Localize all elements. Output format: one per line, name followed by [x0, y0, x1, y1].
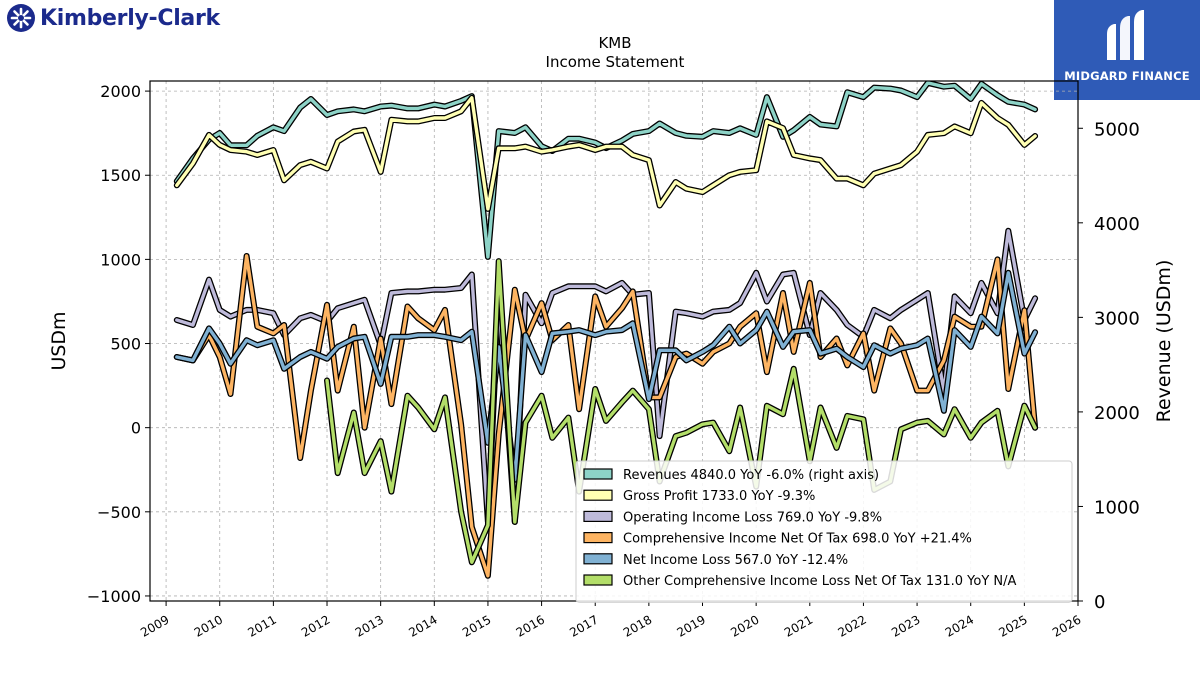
- series-revenues: [173, 81, 1039, 260]
- midgard-finance-emblem-icon: [1107, 10, 1144, 60]
- x-tick-label: 2010: [192, 612, 225, 639]
- x-tick-label: 2021: [782, 612, 815, 639]
- y2-tick-label: 0: [1094, 592, 1105, 613]
- legend-swatch: [583, 468, 613, 480]
- series-outline: [173, 94, 1039, 212]
- x-tick-label: 2011: [245, 612, 278, 639]
- x-tick-label: 2020: [728, 612, 761, 639]
- x-tick-label: 2009: [138, 612, 171, 639]
- legend-label: Gross Profit 1733.0 YoY -9.3%: [623, 489, 815, 504]
- x-tick-label: 2026: [1050, 612, 1083, 639]
- y2-tick-label: 1000: [1094, 497, 1140, 518]
- legend-label: Comprehensive Income Net Of Tax 698.0 Yo…: [623, 532, 972, 547]
- y-tick-label: 2000: [100, 82, 141, 101]
- legend-swatch: [583, 489, 613, 501]
- x-tick-label: 2022: [835, 612, 868, 639]
- y-tick-label: 1000: [100, 250, 141, 269]
- legend: Revenues 4840.0 YoY -6.0% (right axis) Gr…: [575, 460, 1073, 603]
- x-tick-label: 2024: [943, 612, 976, 639]
- legend-swatch: [583, 510, 613, 522]
- legend-label: Operating Income Loss 769.0 YoY -9.8%: [623, 510, 882, 525]
- series-line: [175, 271, 1037, 482]
- x-tick-label: 2015: [460, 612, 493, 639]
- y2-axis-label: Revenue (USDm): [1153, 260, 1175, 423]
- y2-tick-label: 3000: [1094, 308, 1140, 329]
- series-comprehensive-income-net-of-tax: [173, 253, 1039, 579]
- kimberly-clark-logo: Kimberly-Clark: [6, 3, 220, 33]
- series-other-comprehensive-income-loss-net-of-tax: [324, 258, 1039, 566]
- legend-swatch: [583, 574, 613, 586]
- y-axis-label: USDm: [48, 311, 70, 370]
- y2-tick-label: 2000: [1094, 403, 1140, 424]
- legend-label: Revenues 4840.0 YoY -6.0% (right axis): [623, 468, 879, 483]
- y2-tick-label: 4000: [1094, 214, 1140, 235]
- x-tick-label: 2016: [514, 612, 547, 639]
- x-tick-label: 2014: [406, 612, 439, 639]
- series-net-income-loss: [173, 269, 1039, 483]
- y-tick-label: 500: [110, 335, 141, 354]
- x-tick-label: 2017: [567, 612, 600, 639]
- x-tick-label: 2018: [621, 612, 654, 639]
- series-line: [175, 81, 1037, 259]
- x-tick-label: 2012: [299, 612, 332, 639]
- series-outline: [173, 81, 1039, 260]
- y-tick-label: 1500: [100, 166, 141, 185]
- series-line: [175, 96, 1037, 211]
- x-tick-label: 2023: [889, 612, 922, 639]
- legend-label: Net Income Loss 567.0 YoY -12.4%: [623, 553, 848, 568]
- legend-swatch: [583, 531, 613, 544]
- x-tick-label: 2019: [675, 612, 708, 639]
- x-tick-label: 2025: [996, 612, 1029, 639]
- kimberly-clark-emblem-icon: [7, 4, 35, 32]
- brand-logo-text: MIDGARD FINANCE: [1064, 69, 1190, 83]
- x-tick-label: 2013: [353, 612, 386, 639]
- y-tick-label: −500: [97, 503, 141, 522]
- legend-label: Other Comprehensive Income Loss Net Of T…: [623, 574, 1017, 589]
- series-line: [175, 254, 1037, 578]
- y-tick-label: −1000: [87, 587, 141, 606]
- series-gross-profit: [173, 94, 1039, 212]
- series-line: [325, 259, 1037, 564]
- y2-tick-label: 5000: [1094, 119, 1140, 140]
- legend-swatch: [583, 553, 613, 565]
- y-tick-label: 0: [131, 419, 141, 438]
- series-lines: [173, 81, 1039, 579]
- company-logo-text: Kimberly-Clark: [40, 5, 220, 31]
- legend-box: [575, 460, 1073, 603]
- chart-subtitle: Income Statement: [546, 53, 685, 71]
- chart-title: KMB: [598, 34, 631, 52]
